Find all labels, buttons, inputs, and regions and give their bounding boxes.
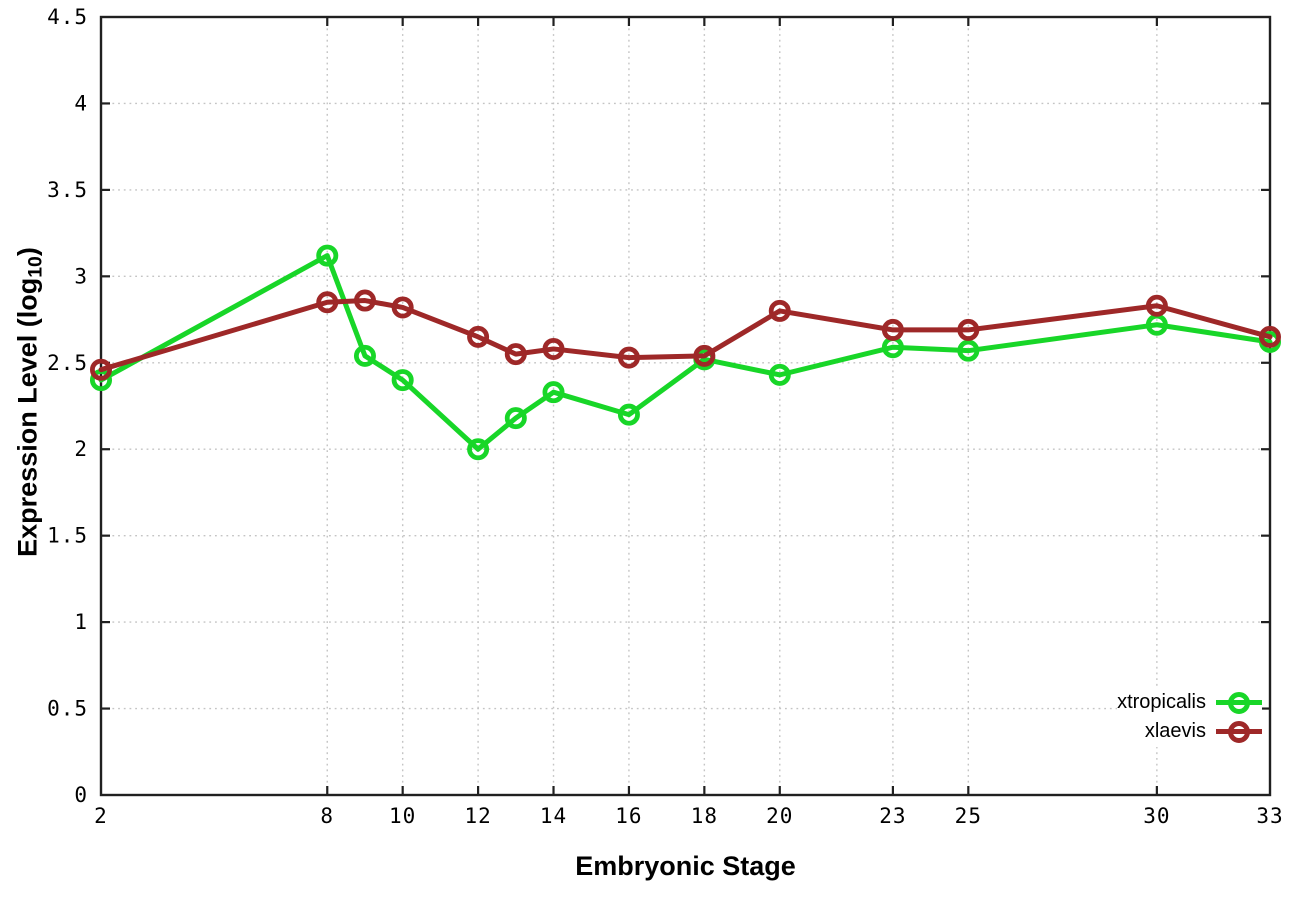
data-point-marker — [881, 318, 904, 341]
legend-label: xtropicalis — [1117, 691, 1206, 713]
legend-label: xlaevis — [1144, 720, 1206, 742]
data-point-marker — [90, 358, 113, 381]
data-point-marker — [617, 346, 640, 369]
tick-marks — [101, 17, 1270, 795]
y-tick-label: 4.5 — [47, 5, 88, 29]
series-xtropicalis — [90, 244, 1282, 461]
data-point-marker — [316, 244, 339, 267]
plot-border — [99, 15, 1272, 797]
y-tick-label: 0 — [74, 783, 88, 807]
data-point-marker — [542, 381, 565, 404]
y-tick-label: 4 — [74, 91, 88, 115]
x-tick-label: 16 — [615, 804, 642, 828]
data-point-marker — [391, 369, 414, 392]
data-point-marker — [768, 299, 791, 322]
data-point-marker — [1145, 294, 1168, 317]
data-point-marker — [504, 407, 527, 430]
legend-item-xtropicalis: xtropicalis — [1117, 688, 1262, 717]
data-point-marker — [504, 343, 527, 366]
data-point-marker — [542, 337, 565, 360]
y-tick-label: 1 — [74, 610, 88, 634]
data-point-marker — [768, 363, 791, 386]
legend-item-xlaevis: xlaevis — [1117, 717, 1262, 746]
data-point-marker — [693, 344, 716, 367]
data-point-marker — [957, 318, 980, 341]
gridlines — [101, 17, 1270, 795]
x-tick-label: 25 — [955, 804, 982, 828]
y-tick-label: 1.5 — [47, 524, 88, 548]
legend: xtropicalis xlaevis — [1117, 687, 1262, 747]
y-tick-label: 3 — [74, 264, 88, 288]
data-point-marker — [353, 344, 376, 367]
open-circle-marker-icon — [1228, 720, 1250, 743]
x-tick-label: 18 — [691, 804, 718, 828]
data-point-marker — [957, 339, 980, 362]
y-axis-title-text: Expression Level (log — [12, 277, 43, 557]
data-point-marker — [391, 296, 414, 319]
data-point-marker — [316, 291, 339, 314]
x-tick-label: 2 — [94, 804, 108, 828]
data-point-marker — [353, 289, 376, 312]
y-tick-label: 3.5 — [47, 178, 88, 202]
x-tick-label: 33 — [1256, 804, 1283, 828]
data-point-marker — [467, 325, 490, 348]
x-tick-label: 14 — [540, 804, 567, 828]
series-xlaevis — [90, 289, 1282, 381]
data-point-marker — [1259, 325, 1282, 348]
x-tick-label: 20 — [766, 804, 793, 828]
data-point-marker — [467, 438, 490, 461]
tick-labels: 2 8 10 12 14 16 18 20 23 25 30 33 0 0.5 1 1.5 2 2.5 3 3.5 4 4… — [47, 5, 1283, 828]
x-tick-label: 8 — [320, 804, 334, 828]
legend-swatch — [1216, 720, 1262, 744]
y-tick-label: 2 — [74, 437, 88, 461]
x-tick-label: 30 — [1143, 804, 1170, 828]
x-tick-label: 10 — [389, 804, 416, 828]
y-axis-title: Expression Level (log10) — [12, 247, 47, 557]
x-tick-label: 12 — [464, 804, 491, 828]
y-axis-title-subscript: 10 — [24, 256, 47, 278]
y-tick-label: 0.5 — [47, 697, 88, 721]
y-axis-title-suffix: ) — [12, 247, 43, 257]
y-tick-label: 2.5 — [47, 351, 88, 375]
open-circle-marker-icon — [1228, 691, 1250, 714]
x-tick-label: 23 — [879, 804, 906, 828]
x-axis-title: Embryonic Stage — [575, 851, 796, 881]
legend-swatch — [1216, 691, 1262, 715]
data-point-marker — [617, 403, 640, 426]
series-line — [98, 253, 1273, 452]
